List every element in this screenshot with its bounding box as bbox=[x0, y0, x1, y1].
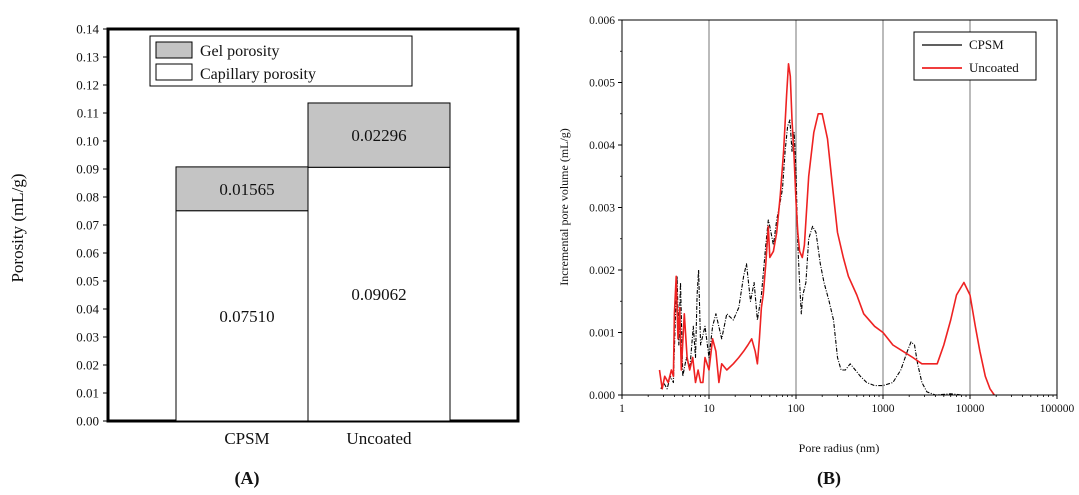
y-tick-label: 0.14 bbox=[76, 22, 99, 37]
y-tick-label: 0.10 bbox=[76, 134, 99, 149]
y-tick-label: 0.01 bbox=[76, 386, 99, 401]
bar-cpsm-gel bbox=[175, 166, 319, 212]
x-tick-label: 10000 bbox=[956, 403, 985, 415]
legend-cpsm-label: CPSM bbox=[969, 37, 1004, 52]
bar-value-label: 0.07510 bbox=[219, 307, 274, 326]
y-tick-label: 0.001 bbox=[589, 328, 615, 340]
panel-a-bar-chart: 0.00 0.01 0.02 0.03 0.04 0.05 0.06 0.07 0.08 0.09… bbox=[8, 22, 520, 489]
panel-b-legend: CPSM Uncoated bbox=[913, 31, 1037, 81]
legend-capillary-swatch bbox=[155, 63, 193, 81]
legend-gel-label: Gel porosity bbox=[200, 43, 280, 60]
panel-a-caption: (A) bbox=[235, 468, 260, 489]
x-tick-label: 1 bbox=[619, 403, 625, 415]
panel-b-axes: 1 10 100 1000 10000 100000 0.000 0.001 0.002 0.00… bbox=[589, 15, 1074, 415]
y-tick-label: 0.005 bbox=[589, 78, 615, 90]
panel-a-bars: 0.07510 0.01565 CPSM 0.09062 0.02296 Uncoated bbox=[175, 102, 451, 448]
y-tick-label: 0.13 bbox=[76, 50, 99, 65]
x-category-label: Uncoated bbox=[346, 429, 412, 448]
y-tick-label: 0.003 bbox=[589, 203, 615, 215]
x-category-label: CPSM bbox=[224, 429, 269, 448]
y-tick-label: 0.06 bbox=[76, 246, 99, 261]
legend-uncoated-label: Uncoated bbox=[969, 60, 1019, 75]
panel-a-y-axis: 0.00 0.01 0.02 0.03 0.04 0.05 0.06 0.07 0.08 0.09… bbox=[76, 22, 108, 429]
y-tick-label: 0.02 bbox=[76, 358, 99, 373]
legend-gel-swatch bbox=[155, 41, 193, 59]
panel-b-x-axis-label: Pore radius (nm) bbox=[799, 441, 880, 455]
bar-cpsm-capillary bbox=[175, 210, 319, 422]
panel-b-line-chart: 1 10 100 1000 10000 100000 0.000 0.001 0.002 0.00… bbox=[557, 15, 1075, 489]
panel-a-y-axis-label: Porosity (mL/g) bbox=[8, 173, 27, 282]
bar-value-label: 0.09062 bbox=[351, 285, 406, 304]
x-tick-label: 1000 bbox=[872, 403, 895, 415]
panel-b-y-axis-label: Incremental pore volume (mL/g) bbox=[557, 128, 571, 286]
y-tick-label: 0.04 bbox=[76, 302, 99, 317]
y-tick-label: 0.00 bbox=[76, 414, 99, 429]
bar-value-label: 0.02296 bbox=[351, 126, 406, 145]
legend-capillary-label: Capillary porosity bbox=[200, 66, 316, 83]
y-tick-label: 0.004 bbox=[589, 140, 615, 152]
y-tick-label: 0.03 bbox=[76, 330, 99, 345]
x-tick-label: 100 bbox=[787, 403, 805, 415]
bar-value-label: 0.01565 bbox=[219, 180, 274, 199]
series-line-uncoated bbox=[658, 63, 995, 396]
y-tick-label: 0.09 bbox=[76, 162, 99, 177]
panel-b-series bbox=[658, 63, 995, 396]
y-tick-label: 0.08 bbox=[76, 190, 99, 205]
y-tick-label: 0.05 bbox=[76, 274, 99, 289]
x-tick-label: 10 bbox=[703, 403, 715, 415]
y-tick-label: 0.11 bbox=[77, 106, 99, 121]
y-tick-label: 0.07 bbox=[76, 218, 99, 233]
series-line-cpsm bbox=[660, 119, 970, 396]
y-tick-label: 0.12 bbox=[76, 78, 99, 93]
y-tick-label: 0.006 bbox=[589, 15, 615, 27]
x-tick-label: 100000 bbox=[1040, 403, 1075, 415]
y-tick-label: 0.000 bbox=[589, 390, 615, 402]
bar-uncoated-gel bbox=[307, 102, 451, 168]
panel-b-caption: (B) bbox=[817, 468, 841, 489]
panel-a-legend: Gel porosity Capillary porosity bbox=[149, 35, 413, 87]
y-tick-label: 0.002 bbox=[589, 265, 615, 277]
